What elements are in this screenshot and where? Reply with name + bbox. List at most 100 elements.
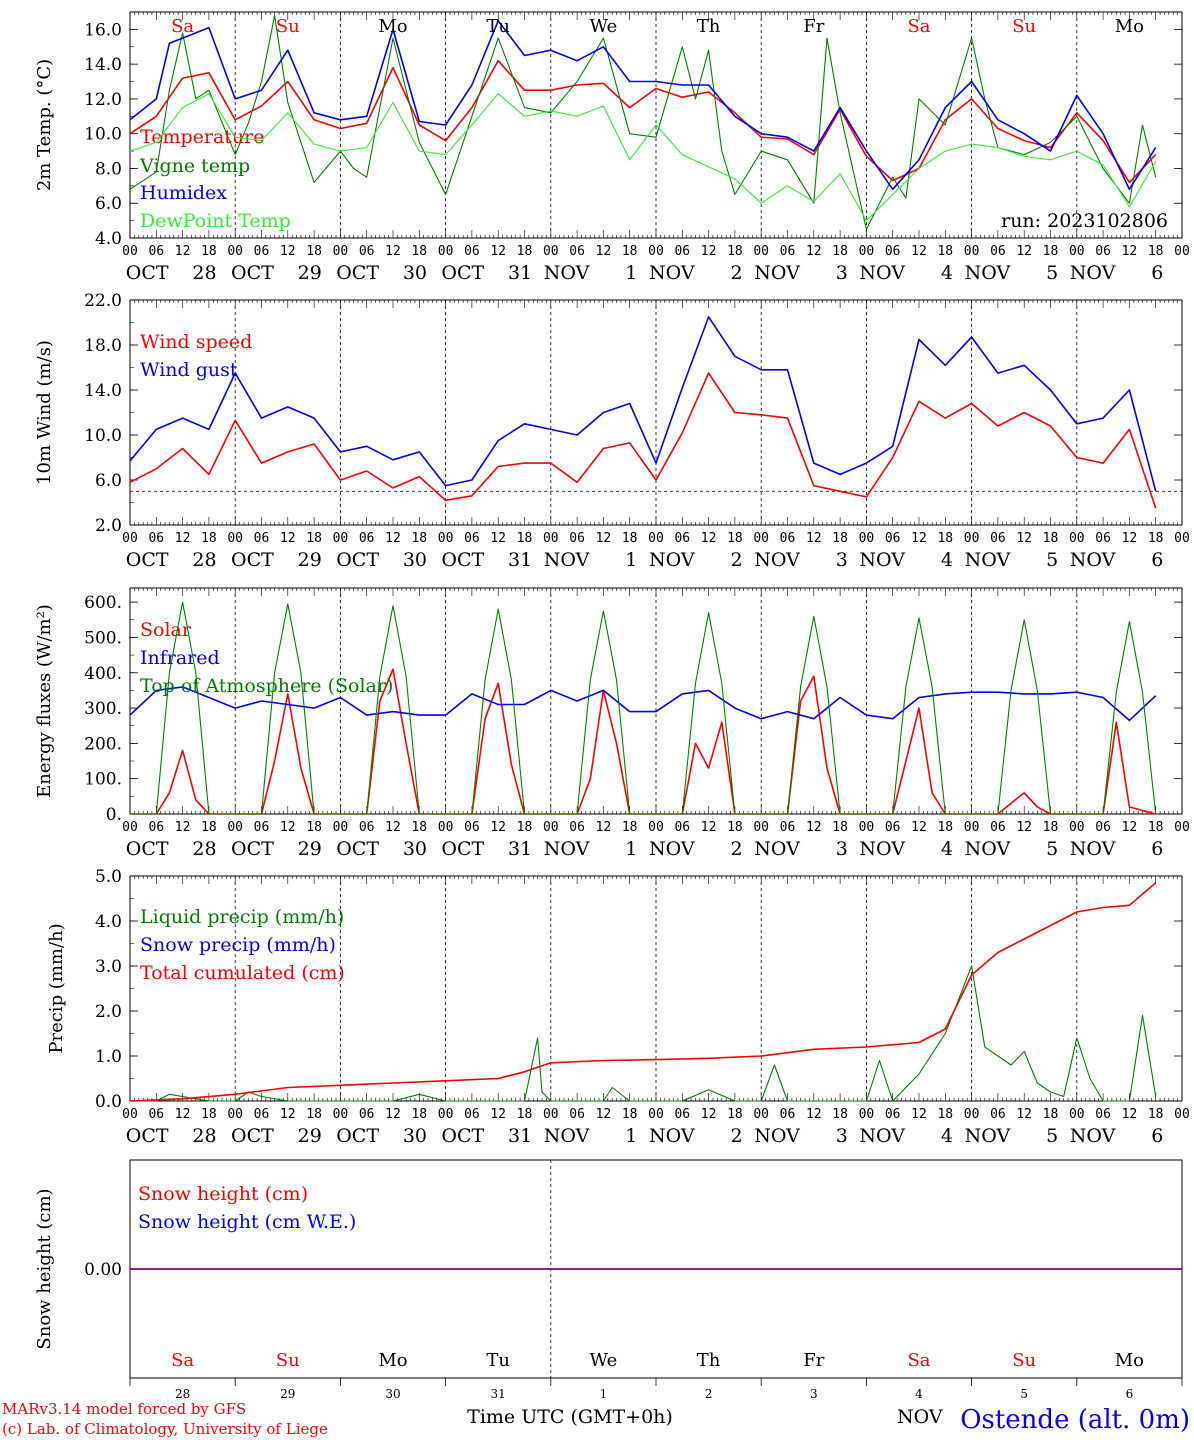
date-day-label: 6 <box>1151 262 1163 284</box>
y-tick-label: 8.0 <box>95 159 122 179</box>
hour-tick-label: 06 <box>464 531 480 546</box>
day-of-week-label: Sa <box>171 1350 194 1371</box>
date-day-label: 6 <box>1151 838 1163 860</box>
hour-tick-label: 12 <box>1016 531 1032 546</box>
date-day-label: 2 <box>731 838 743 860</box>
legend-entry: Wind gust <box>140 359 238 381</box>
series-line-vigne-temp <box>129 14 1157 230</box>
hour-tick-label: 06 <box>148 531 164 546</box>
day-of-week-label: Su <box>1012 1350 1036 1371</box>
hour-tick-label: 06 <box>990 820 1006 835</box>
hour-tick-label: 18 <box>937 820 953 835</box>
hour-tick-label: 12 <box>175 244 191 259</box>
date-month-label: NOV <box>965 262 1011 284</box>
series-line-humidex <box>129 19 1157 191</box>
hour-tick-label: 06 <box>359 531 375 546</box>
hour-tick-label: 12 <box>280 1107 296 1122</box>
date-month-label: OCT <box>126 1125 169 1147</box>
hour-tick-label: 00 <box>964 1107 980 1122</box>
hour-tick-label: 06 <box>990 531 1006 546</box>
hour-tick-label: 00 <box>1069 1107 1085 1122</box>
legend-entry: Solar <box>140 619 192 641</box>
hour-tick-label: 12 <box>911 820 927 835</box>
series-line-infrared <box>129 686 1157 722</box>
day-of-week-label: Mo <box>378 1350 407 1371</box>
date-day-label: 5 <box>1046 838 1058 860</box>
hour-tick-label: 00 <box>438 820 454 835</box>
legend-entry: Temperature <box>140 126 264 148</box>
hour-tick-label: 18 <box>1148 1107 1164 1122</box>
legend-entry: Snow height (cm) <box>138 1183 308 1205</box>
hour-tick-label: 18 <box>622 1107 638 1122</box>
hour-tick-label: 00 <box>333 820 349 835</box>
hour-tick-label: 06 <box>569 1107 585 1122</box>
day-of-week-label: We <box>590 1350 618 1371</box>
date-short-label: 29 <box>280 1387 295 1401</box>
date-day-label: 29 <box>298 262 322 284</box>
hour-tick-label: 00 <box>859 1107 875 1122</box>
hour-tick-label: 12 <box>280 820 296 835</box>
panel-wind: 2.0 6.0 10.0 14.0 18.0 22.0 10m Wind (m/s) Wind… <box>34 291 1190 571</box>
y-axis-label: Energy fluxes (W/m²) <box>34 604 55 798</box>
date-month-label: OCT <box>441 1125 484 1147</box>
y-tick-label: 10.0 <box>84 426 122 446</box>
date-day-label: 3 <box>836 262 848 284</box>
day-of-week-label: Th <box>697 16 721 37</box>
y-tick-label: 0.0 <box>95 1092 122 1112</box>
hour-tick-label: 00 <box>438 531 454 546</box>
hour-tick-label: 12 <box>596 820 612 835</box>
day-of-week-label: Su <box>276 16 300 37</box>
hour-tick-label: 12 <box>911 244 927 259</box>
hour-tick-label: 12 <box>280 244 296 259</box>
y-tick-label: 14.0 <box>84 381 122 401</box>
hour-tick-label: 18 <box>411 820 427 835</box>
date-day-label: 2 <box>731 549 743 571</box>
hour-tick-label: 18 <box>411 244 427 259</box>
date-month-label: OCT <box>231 262 274 284</box>
hour-tick-label: 06 <box>359 1107 375 1122</box>
y-tick-label: 100. <box>84 770 122 790</box>
date-day-label: 1 <box>625 838 637 860</box>
hour-tick-label: 06 <box>1095 531 1111 546</box>
hour-tick-label: 00 <box>227 1107 243 1122</box>
date-short-label: 4 <box>915 1387 923 1401</box>
hour-tick-label: 06 <box>674 1107 690 1122</box>
date-day-label: 4 <box>941 838 953 860</box>
hour-tick-label: 18 <box>937 244 953 259</box>
date-day-label: 6 <box>1151 1125 1163 1147</box>
date-day-label: 31 <box>508 838 532 860</box>
hour-tick-label: 18 <box>832 531 848 546</box>
hour-tick-label: 12 <box>1016 244 1032 259</box>
hour-tick-label: 00 <box>648 820 664 835</box>
hour-tick-label: 18 <box>201 1107 217 1122</box>
date-month-label: OCT <box>336 549 379 571</box>
date-day-label: 30 <box>403 838 427 860</box>
date-short-label: 31 <box>491 1387 506 1401</box>
hour-tick-label: 06 <box>569 531 585 546</box>
date-month-label: NOV <box>965 1125 1011 1147</box>
date-short-label: 6 <box>1126 1387 1134 1401</box>
date-month-label: OCT <box>336 262 379 284</box>
hour-tick-label: 00 <box>859 820 875 835</box>
date-month-label: NOV <box>544 549 590 571</box>
hour-tick-label: 00 <box>964 820 980 835</box>
hour-tick-label: 18 <box>832 244 848 259</box>
date-short-label: 28 <box>175 1387 190 1401</box>
hour-tick-label: 18 <box>832 820 848 835</box>
day-of-week-label: Sa <box>171 16 194 37</box>
y-tick-label: 0.00 <box>84 1260 122 1280</box>
hour-tick-label: 12 <box>701 1107 717 1122</box>
hour-tick-label: 00 <box>964 531 980 546</box>
time-axis-label: Time UTC (GMT+0h) <box>467 1406 673 1428</box>
y-tick-label: 18.0 <box>84 336 122 356</box>
date-day-label: 31 <box>508 549 532 571</box>
hour-tick-label: 00 <box>333 1107 349 1122</box>
date-month-label: NOV <box>649 549 695 571</box>
date-day-label: 28 <box>192 549 216 571</box>
hour-tick-label: 00 <box>964 244 980 259</box>
legend-entry: Liquid precip (mm/h) <box>140 906 344 928</box>
date-month-label: NOV <box>754 262 800 284</box>
hour-tick-label: 12 <box>1122 820 1138 835</box>
hour-tick-label: 12 <box>911 531 927 546</box>
hour-tick-label: 18 <box>201 820 217 835</box>
